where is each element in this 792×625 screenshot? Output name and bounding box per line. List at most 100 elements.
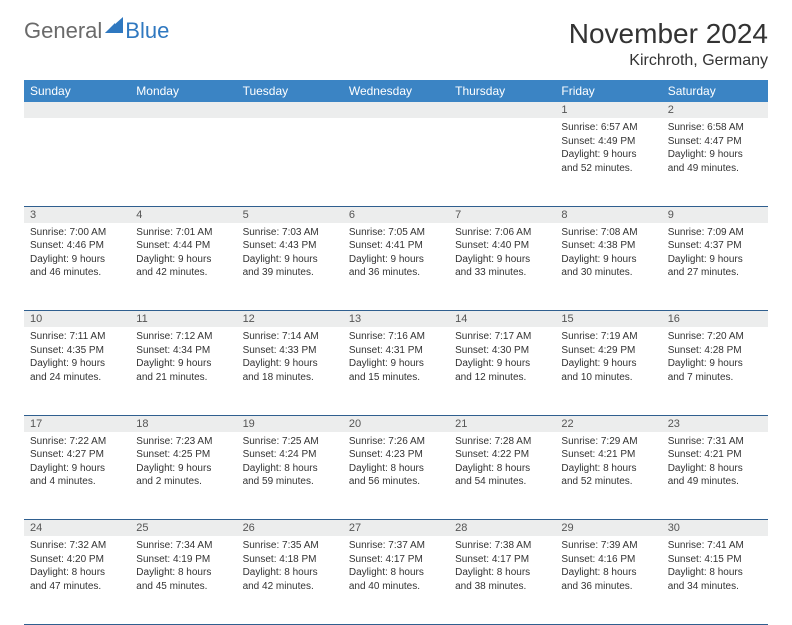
title-block: November 2024 Kirchroth, Germany — [569, 18, 768, 70]
day-number-cell: 4 — [130, 206, 236, 223]
day-content-row: Sunrise: 7:00 AMSunset: 4:46 PMDaylight:… — [24, 223, 768, 311]
daylight-line: Daylight: 8 hours and 59 minutes. — [243, 462, 337, 489]
sunrise-line: Sunrise: 7:19 AM — [561, 330, 655, 344]
sunrise-line: Sunrise: 7:12 AM — [136, 330, 230, 344]
daylight-line: Daylight: 8 hours and 54 minutes. — [455, 462, 549, 489]
day-cell-content: Sunrise: 7:09 AMSunset: 4:37 PMDaylight:… — [662, 223, 768, 286]
day-content-row: Sunrise: 7:32 AMSunset: 4:20 PMDaylight:… — [24, 536, 768, 624]
day-cell-content: Sunrise: 7:11 AMSunset: 4:35 PMDaylight:… — [24, 327, 130, 390]
day-cell-content: Sunrise: 7:20 AMSunset: 4:28 PMDaylight:… — [662, 327, 768, 390]
month-title: November 2024 — [569, 18, 768, 50]
sunrise-line: Sunrise: 7:35 AM — [243, 539, 337, 553]
day-number-cell: 26 — [237, 520, 343, 537]
sunset-line: Sunset: 4:44 PM — [136, 239, 230, 253]
daylight-line: Daylight: 9 hours and 46 minutes. — [30, 253, 124, 280]
sunset-line: Sunset: 4:15 PM — [668, 553, 762, 567]
daylight-line: Daylight: 9 hours and 7 minutes. — [668, 357, 762, 384]
day-cell: Sunrise: 7:23 AMSunset: 4:25 PMDaylight:… — [130, 432, 236, 520]
sunrise-line: Sunrise: 7:16 AM — [349, 330, 443, 344]
day-number-cell: 27 — [343, 520, 449, 537]
day-number-cell — [237, 102, 343, 118]
day-cell-content: Sunrise: 7:19 AMSunset: 4:29 PMDaylight:… — [555, 327, 661, 390]
daylight-line: Daylight: 9 hours and 15 minutes. — [349, 357, 443, 384]
sunrise-line: Sunrise: 7:05 AM — [349, 226, 443, 240]
sunset-line: Sunset: 4:46 PM — [30, 239, 124, 253]
day-cell: Sunrise: 7:03 AMSunset: 4:43 PMDaylight:… — [237, 223, 343, 311]
day-cell-content: Sunrise: 7:28 AMSunset: 4:22 PMDaylight:… — [449, 432, 555, 495]
day-number-cell: 24 — [24, 520, 130, 537]
day-cell-content: Sunrise: 7:14 AMSunset: 4:33 PMDaylight:… — [237, 327, 343, 390]
day-cell: Sunrise: 7:29 AMSunset: 4:21 PMDaylight:… — [555, 432, 661, 520]
day-cell: Sunrise: 7:41 AMSunset: 4:15 PMDaylight:… — [662, 536, 768, 624]
day-cell-content: Sunrise: 7:38 AMSunset: 4:17 PMDaylight:… — [449, 536, 555, 599]
sunset-line: Sunset: 4:17 PM — [349, 553, 443, 567]
daylight-line: Daylight: 9 hours and 36 minutes. — [349, 253, 443, 280]
sunset-line: Sunset: 4:41 PM — [349, 239, 443, 253]
daylight-line: Daylight: 8 hours and 49 minutes. — [668, 462, 762, 489]
day-cell: Sunrise: 7:25 AMSunset: 4:24 PMDaylight:… — [237, 432, 343, 520]
sunset-line: Sunset: 4:31 PM — [349, 344, 443, 358]
day-number-cell: 2 — [662, 102, 768, 118]
day-number-cell: 13 — [343, 311, 449, 328]
day-content-row: Sunrise: 7:22 AMSunset: 4:27 PMDaylight:… — [24, 432, 768, 520]
day-number-row: 12 — [24, 102, 768, 118]
daylight-line: Daylight: 8 hours and 36 minutes. — [561, 566, 655, 593]
sunrise-line: Sunrise: 7:41 AM — [668, 539, 762, 553]
day-cell-content: Sunrise: 7:03 AMSunset: 4:43 PMDaylight:… — [237, 223, 343, 286]
daylight-line: Daylight: 8 hours and 56 minutes. — [349, 462, 443, 489]
day-cell: Sunrise: 7:39 AMSunset: 4:16 PMDaylight:… — [555, 536, 661, 624]
sunset-line: Sunset: 4:37 PM — [668, 239, 762, 253]
day-cell-content: Sunrise: 7:23 AMSunset: 4:25 PMDaylight:… — [130, 432, 236, 495]
day-cell: Sunrise: 7:12 AMSunset: 4:34 PMDaylight:… — [130, 327, 236, 415]
sunset-line: Sunset: 4:21 PM — [668, 448, 762, 462]
daylight-line: Daylight: 8 hours and 40 minutes. — [349, 566, 443, 593]
sunrise-line: Sunrise: 7:00 AM — [30, 226, 124, 240]
day-number-cell — [24, 102, 130, 118]
sunrise-line: Sunrise: 7:11 AM — [30, 330, 124, 344]
day-number-cell: 15 — [555, 311, 661, 328]
day-cell: Sunrise: 7:06 AMSunset: 4:40 PMDaylight:… — [449, 223, 555, 311]
day-cell: Sunrise: 7:09 AMSunset: 4:37 PMDaylight:… — [662, 223, 768, 311]
sunset-line: Sunset: 4:29 PM — [561, 344, 655, 358]
day-number-cell: 19 — [237, 415, 343, 432]
sunset-line: Sunset: 4:19 PM — [136, 553, 230, 567]
day-cell: Sunrise: 7:00 AMSunset: 4:46 PMDaylight:… — [24, 223, 130, 311]
sunset-line: Sunset: 4:21 PM — [561, 448, 655, 462]
day-cell: Sunrise: 6:57 AMSunset: 4:49 PMDaylight:… — [555, 118, 661, 206]
sunset-line: Sunset: 4:18 PM — [243, 553, 337, 567]
daylight-line: Daylight: 9 hours and 2 minutes. — [136, 462, 230, 489]
daylight-line: Daylight: 9 hours and 39 minutes. — [243, 253, 337, 280]
day-cell-content: Sunrise: 7:01 AMSunset: 4:44 PMDaylight:… — [130, 223, 236, 286]
sunrise-line: Sunrise: 7:34 AM — [136, 539, 230, 553]
logo-text-blue: Blue — [125, 18, 169, 44]
daylight-line: Daylight: 8 hours and 45 minutes. — [136, 566, 230, 593]
day-cell: Sunrise: 7:08 AMSunset: 4:38 PMDaylight:… — [555, 223, 661, 311]
day-cell: Sunrise: 7:11 AMSunset: 4:35 PMDaylight:… — [24, 327, 130, 415]
day-number-row: 24252627282930 — [24, 520, 768, 537]
day-cell: Sunrise: 7:14 AMSunset: 4:33 PMDaylight:… — [237, 327, 343, 415]
day-number-row: 3456789 — [24, 206, 768, 223]
day-cell-content: Sunrise: 7:37 AMSunset: 4:17 PMDaylight:… — [343, 536, 449, 599]
day-cell: Sunrise: 7:32 AMSunset: 4:20 PMDaylight:… — [24, 536, 130, 624]
day-number-cell: 30 — [662, 520, 768, 537]
day-cell-content: Sunrise: 7:29 AMSunset: 4:21 PMDaylight:… — [555, 432, 661, 495]
sunset-line: Sunset: 4:17 PM — [455, 553, 549, 567]
daylight-line: Daylight: 9 hours and 49 minutes. — [668, 148, 762, 175]
daylight-line: Daylight: 9 hours and 52 minutes. — [561, 148, 655, 175]
day-number-cell: 21 — [449, 415, 555, 432]
sunset-line: Sunset: 4:40 PM — [455, 239, 549, 253]
daylight-line: Daylight: 9 hours and 10 minutes. — [561, 357, 655, 384]
day-cell: Sunrise: 7:17 AMSunset: 4:30 PMDaylight:… — [449, 327, 555, 415]
sunrise-line: Sunrise: 7:06 AM — [455, 226, 549, 240]
day-cell — [130, 118, 236, 206]
day-number-cell: 22 — [555, 415, 661, 432]
sunrise-line: Sunrise: 6:58 AM — [668, 121, 762, 135]
day-number-cell: 11 — [130, 311, 236, 328]
daylight-line: Daylight: 9 hours and 4 minutes. — [30, 462, 124, 489]
sunrise-line: Sunrise: 7:01 AM — [136, 226, 230, 240]
day-number-cell: 6 — [343, 206, 449, 223]
sunrise-line: Sunrise: 7:03 AM — [243, 226, 337, 240]
sunset-line: Sunset: 4:33 PM — [243, 344, 337, 358]
day-number-cell: 1 — [555, 102, 661, 118]
sunset-line: Sunset: 4:24 PM — [243, 448, 337, 462]
